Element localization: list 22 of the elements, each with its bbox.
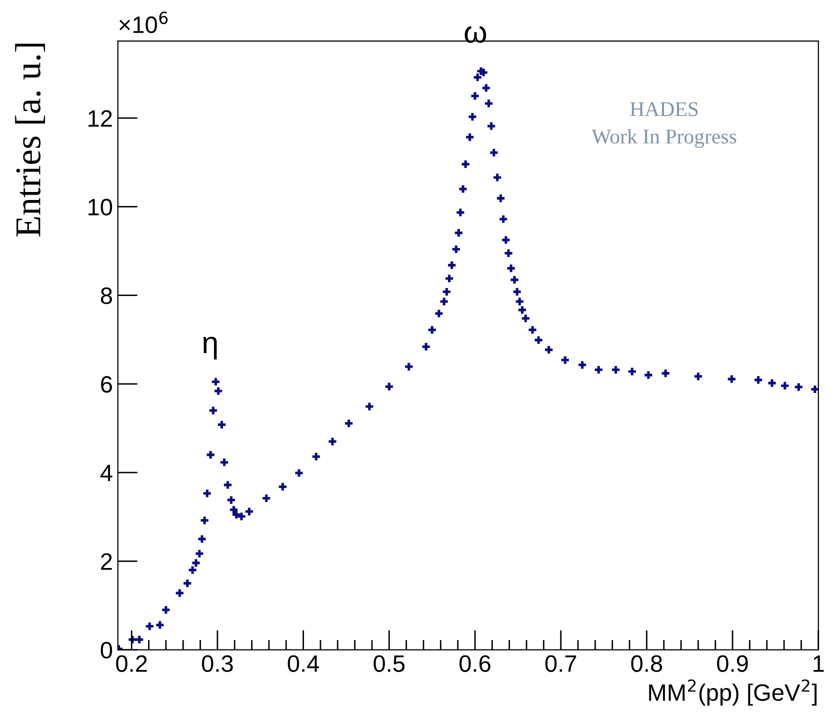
- x-tick-label: 0.3: [202, 655, 233, 672]
- x-tick-label: 0.9: [717, 655, 748, 672]
- x-tick-label: 0.4: [288, 655, 320, 672]
- y-tick-label: 0: [100, 642, 112, 659]
- x-tick-label: 0.6: [460, 655, 490, 672]
- y-axis-title: Entries [a. u.]: [15, 44, 45, 237]
- x-tick-label: 1: [814, 656, 824, 672]
- y-tick-label: 6: [101, 376, 112, 393]
- annotation: Work In Progress: [592, 128, 736, 148]
- annotation: η: [203, 336, 217, 360]
- y-tick-label: 12: [88, 110, 112, 127]
- x-tick-label: 0.8: [631, 655, 662, 672]
- x-tick-label: 0.7: [545, 655, 576, 672]
- text: ×10$^{6}$: [120, 12, 168, 34]
- x-axis-title: MM$^{2}$(pp) [GeV$^{2}$]: [649, 679, 817, 706]
- y-tick-label: 8: [100, 287, 112, 304]
- y-tick-label: 10: [88, 198, 112, 216]
- x-tick-label: 0.2: [116, 655, 147, 672]
- annotation: HADES: [630, 102, 698, 116]
- y-tick-label: 2: [101, 553, 112, 570]
- y-tick-label: 4: [100, 464, 112, 482]
- x-tick-label: 0.5: [374, 655, 405, 672]
